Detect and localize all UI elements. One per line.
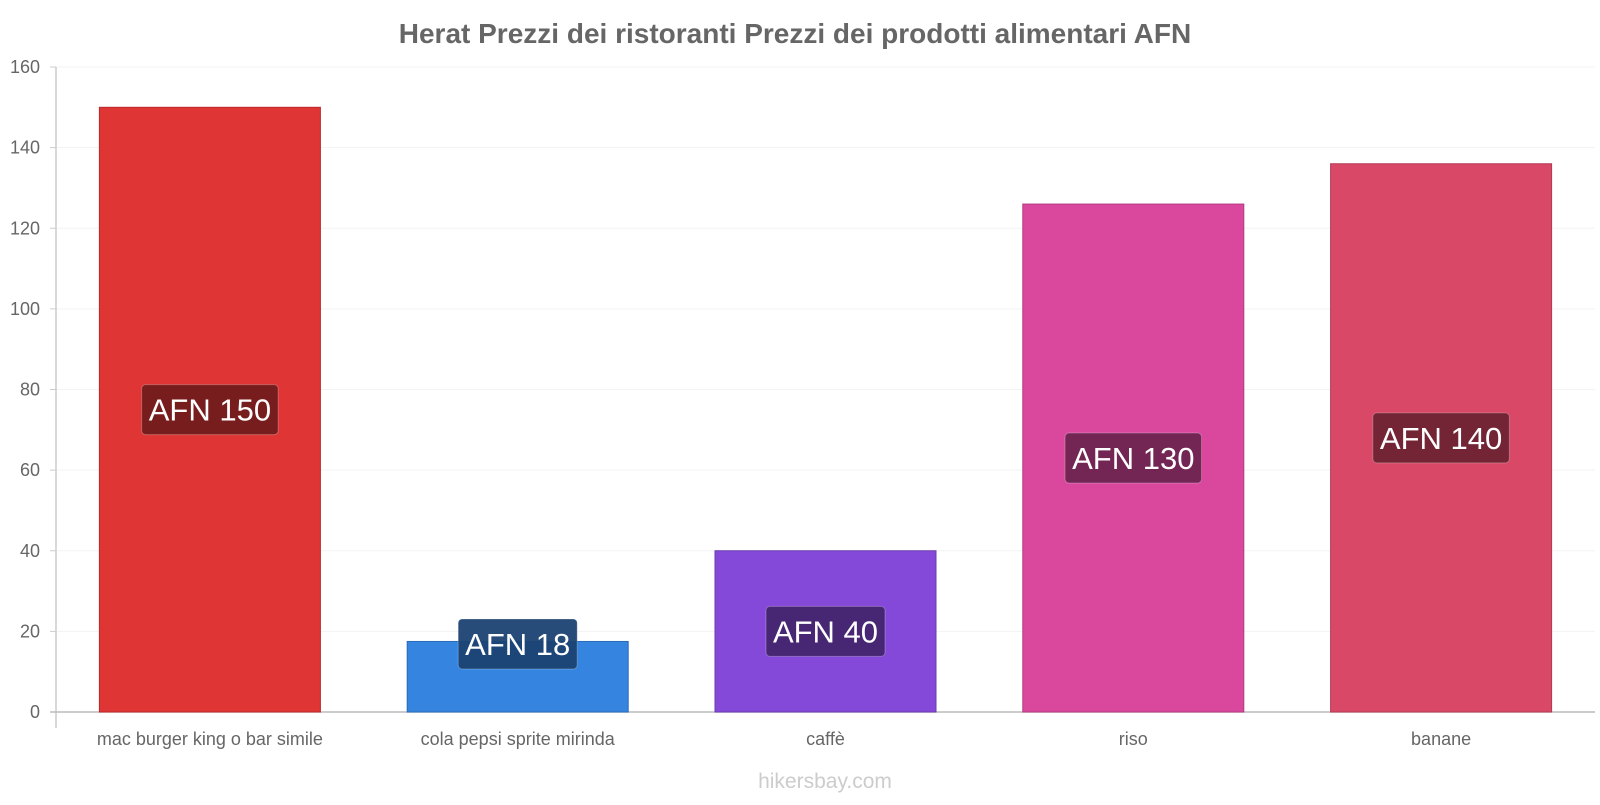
y-tick-label: 120 — [10, 218, 40, 238]
y-tick-label: 20 — [20, 621, 40, 641]
data-label-box — [1372, 412, 1510, 464]
y-tick-label: 140 — [10, 138, 40, 158]
x-category-label: cola pepsi sprite mirinda — [421, 729, 616, 749]
x-category-label: banane — [1411, 729, 1471, 749]
data-label-box — [457, 618, 578, 670]
data-label-box — [141, 384, 279, 436]
data-label-box — [1064, 432, 1203, 484]
x-category-label: mac burger king o bar simile — [97, 729, 323, 749]
bars — [98, 106, 1553, 713]
y-tick-label: 40 — [20, 541, 40, 561]
x-category-label: caffè — [806, 729, 845, 749]
data-label: AFN 150 — [149, 393, 271, 428]
y-tick-label: 0 — [30, 702, 40, 722]
data-label: AFN 40 — [773, 614, 878, 649]
watermark: hikersbay.com — [758, 770, 892, 793]
y-tick-label: 160 — [10, 57, 40, 77]
data-label: AFN 140 — [1380, 421, 1502, 456]
data-label: AFN 130 — [1072, 441, 1194, 476]
data-label-box — [765, 605, 886, 657]
data-labels: AFN 150 AFN 18 AFN 40 AFN 130 AFN 140 — [141, 384, 1510, 670]
data-label: AFN 18 — [465, 627, 570, 662]
chart-title: Herat Prezzi dei ristoranti Prezzi dei p… — [399, 18, 1191, 49]
y-tick-label: 60 — [20, 460, 40, 480]
x-category-label: riso — [1119, 729, 1148, 749]
y-tick-label: 80 — [20, 380, 40, 400]
y-tick-label: 100 — [10, 299, 40, 319]
category-labels: mac burger king o bar simile cola pepsi s… — [97, 729, 1471, 749]
